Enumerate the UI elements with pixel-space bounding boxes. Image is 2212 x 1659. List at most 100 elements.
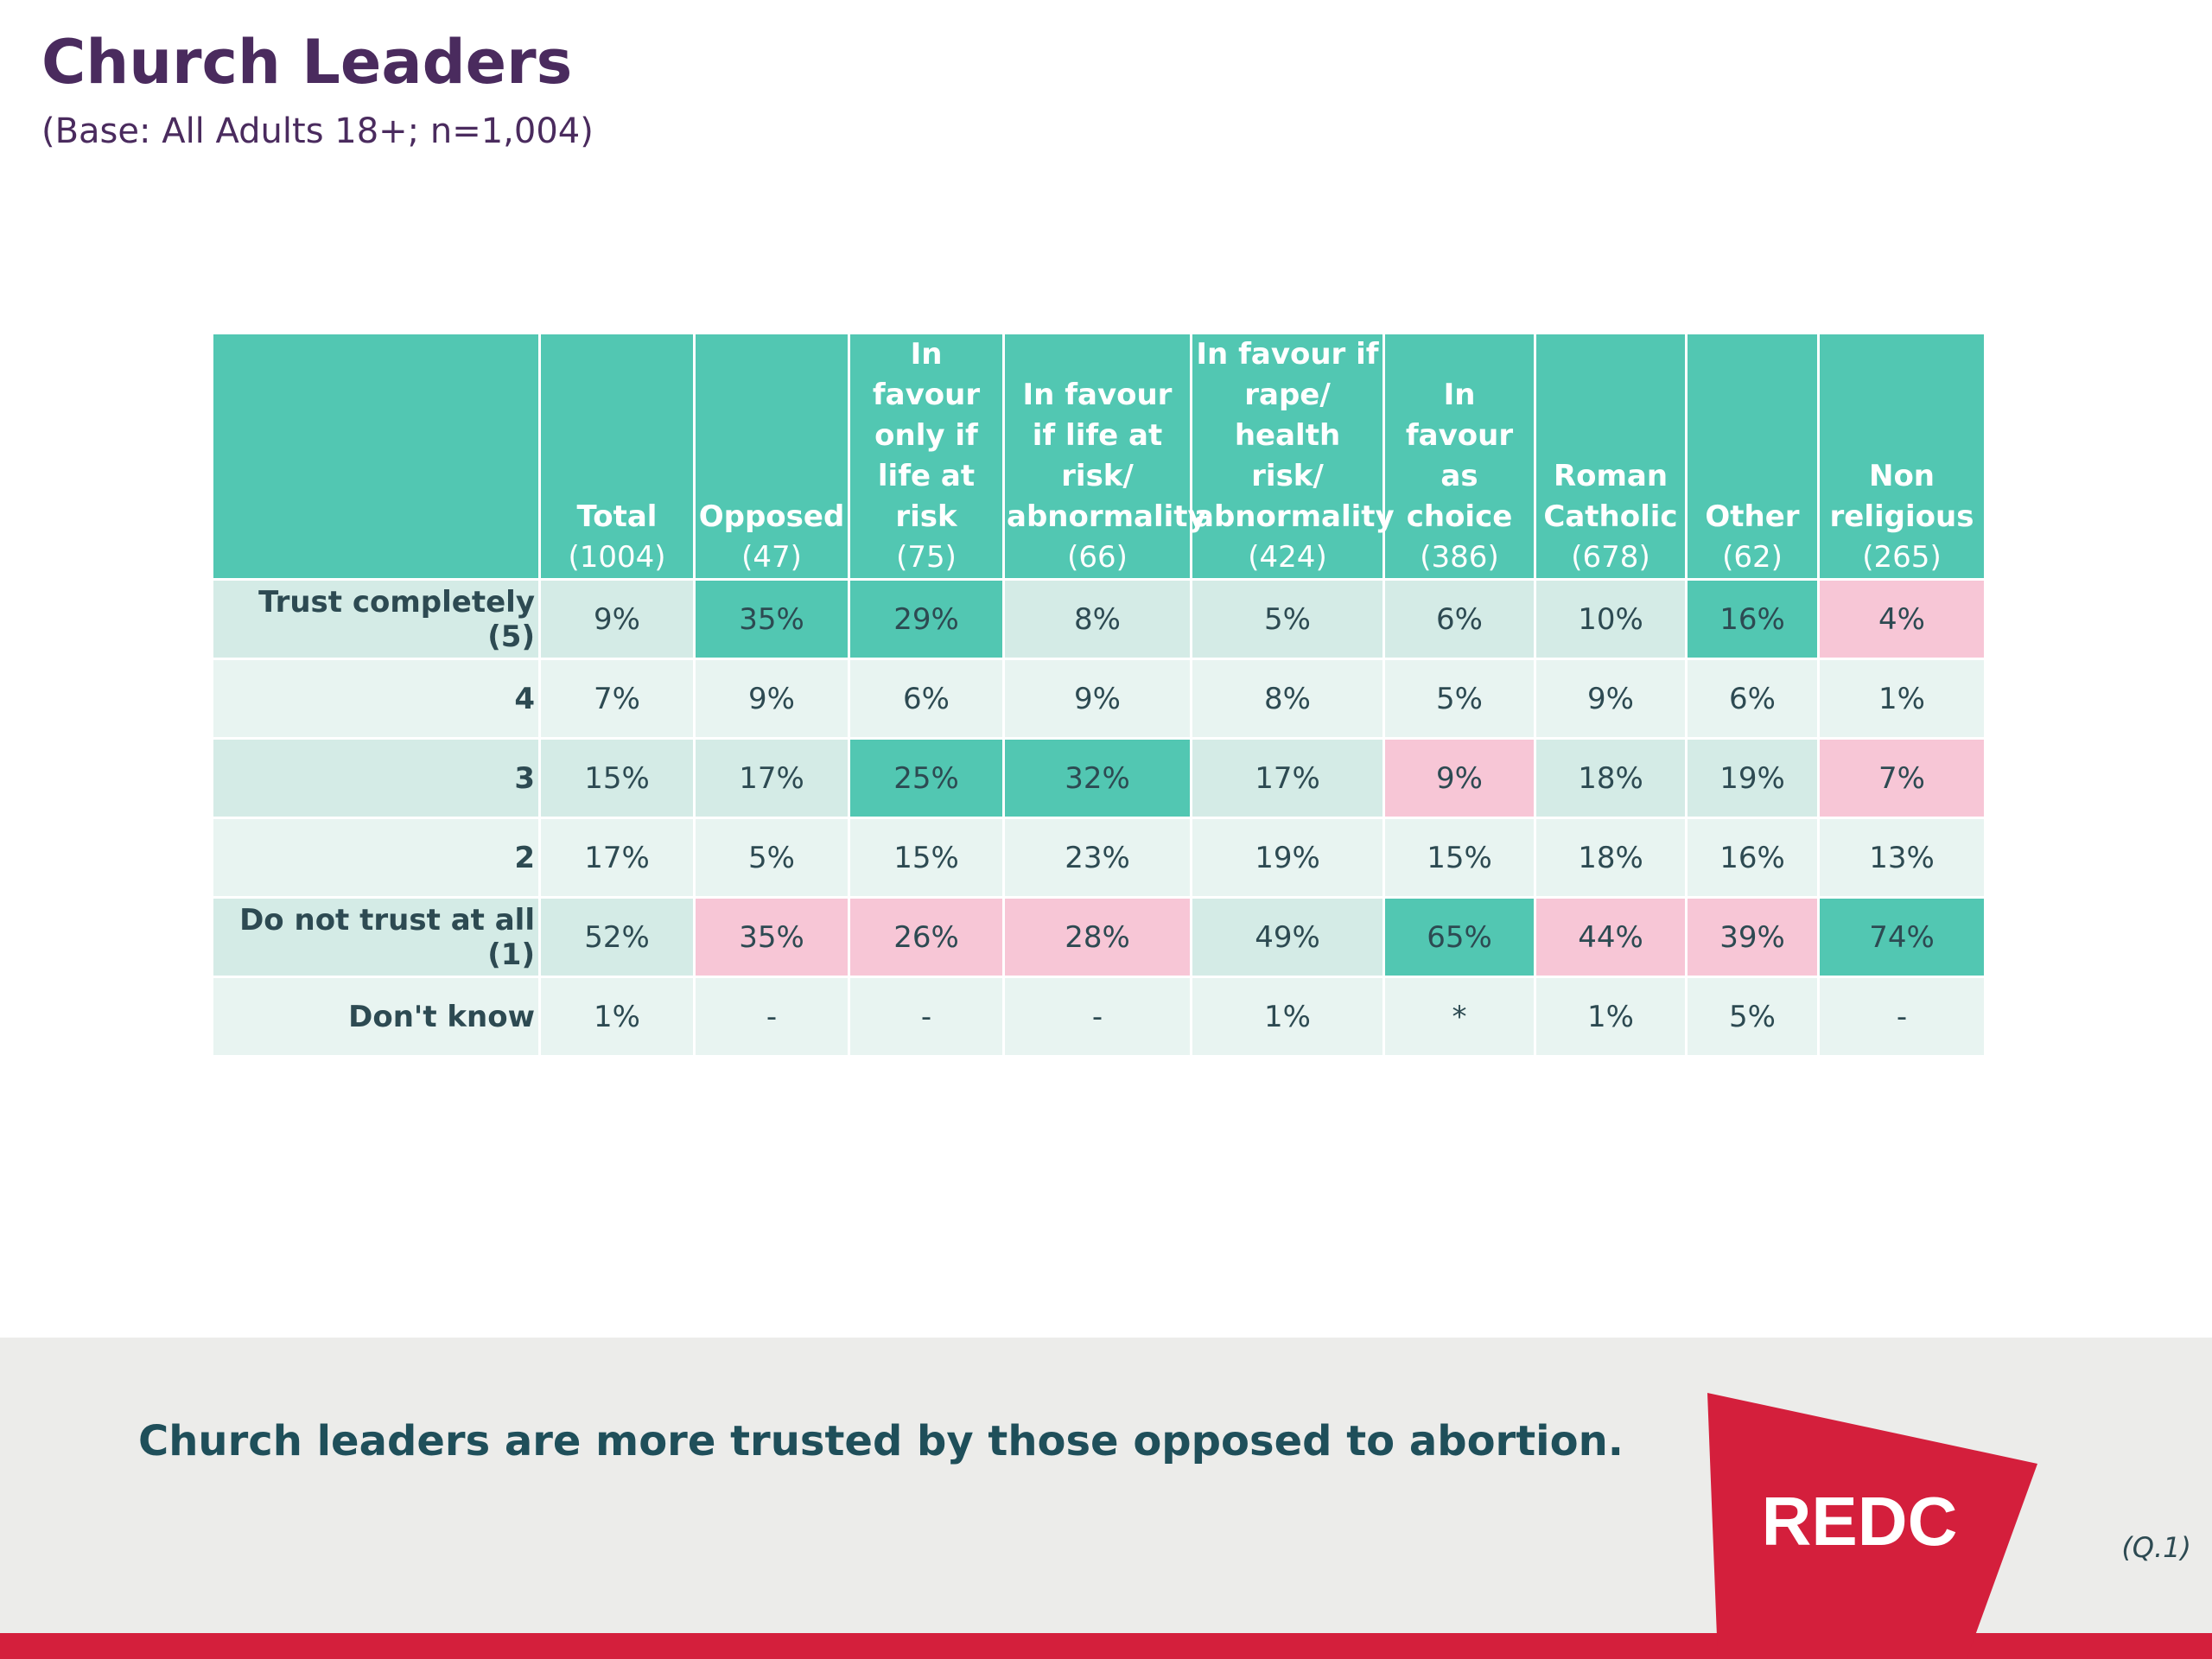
table-cell: 8%	[1005, 581, 1190, 658]
column-label: In favour if life at risk/ abnormality	[1007, 378, 1207, 534]
column-label: In favour as choice	[1405, 378, 1514, 534]
table-cell: 39%	[1688, 899, 1817, 976]
table-cell: 5%	[1688, 978, 1817, 1055]
table-cell: 6%	[1385, 581, 1534, 658]
table-cell: 9%	[541, 581, 693, 658]
column-label: Other	[1705, 499, 1800, 534]
row-label: 2	[213, 819, 538, 896]
table-cell: 17%	[541, 819, 693, 896]
header-row: Total (1004) Opposed (47) In favour only if …	[213, 334, 1984, 578]
page-subtitle: (Base: All Adults 18+; n=1,004)	[41, 111, 594, 151]
table-cell: 1%	[1820, 660, 1984, 737]
row-label: 4	[213, 660, 538, 737]
table-cell: 19%	[1192, 819, 1382, 896]
column-header: Other (62)	[1688, 334, 1817, 578]
table-cell: *	[1385, 978, 1534, 1055]
column-base: (62)	[1722, 540, 1783, 575]
header-corner	[213, 334, 538, 578]
table-row: Don't know 1% - - -1% * 1% 5% -	[213, 978, 1984, 1055]
table-row: Do not trust at all (1) 52% 35% 26% 28% 49% 65…	[213, 899, 1984, 976]
table-cell: 23%	[1005, 819, 1190, 896]
table-cell: 5%	[696, 819, 848, 896]
table-cell: 5%	[1385, 660, 1534, 737]
table-cell: 16%	[1688, 819, 1817, 896]
table-cell: 4%	[1820, 581, 1984, 658]
table-cell: 35%	[696, 581, 848, 658]
table-cell: 5%	[1192, 581, 1382, 658]
table-cell: 15%	[1385, 819, 1534, 896]
column-base: (424)	[1248, 540, 1327, 575]
column-label: Roman Catholic	[1543, 459, 1678, 534]
table-row: Trust completely (5) 9% 35% 29% 8% 5% 6% 10% 16%…	[213, 581, 1984, 658]
table-cell: 29%	[850, 581, 1002, 658]
column-header: In favour as choice (386)	[1385, 334, 1534, 578]
column-header: Total (1004)	[541, 334, 693, 578]
table-cell: 15%	[541, 740, 693, 817]
column-header: In favour if rape/ health risk/ abnormal…	[1192, 334, 1395, 578]
conclusion-text: Church leaders are more trusted by those…	[138, 1417, 1624, 1465]
table-cell: -	[1005, 978, 1190, 1055]
column-base: (678)	[1571, 540, 1650, 575]
column-base: (47)	[741, 540, 802, 575]
row-label: Don't know	[213, 978, 538, 1055]
column-header: Non religious (265)	[1820, 334, 1984, 578]
table-cell: 6%	[1688, 660, 1817, 737]
table-cell: -	[850, 978, 1002, 1055]
row-label: 3	[213, 740, 538, 817]
table-cell: 17%	[696, 740, 848, 817]
column-label: In favour if rape/ health risk/ abnormal…	[1194, 337, 1395, 534]
table-cell: 16%	[1688, 581, 1817, 658]
table-cell: 44%	[1536, 899, 1685, 976]
column-label: Total	[576, 499, 658, 534]
table-cell: 52%	[541, 899, 693, 976]
column-label: Opposed	[698, 499, 845, 534]
table-cell: 1%	[1192, 978, 1382, 1055]
logo-text: REDC	[1762, 1483, 1958, 1560]
column-label: In favour only if life at risk	[872, 337, 981, 534]
table-cell: 28%	[1005, 899, 1190, 976]
column-label: Non religious	[1829, 459, 1974, 534]
column-base: (66)	[1067, 540, 1128, 575]
table-cell: 9%	[1536, 660, 1685, 737]
crosstab-table: Total (1004) Opposed (47) In favour only if …	[211, 332, 1986, 1058]
page-title: Church Leaders	[41, 27, 573, 98]
table-cell: -	[1820, 978, 1984, 1055]
table-cell: 6%	[850, 660, 1002, 737]
table-cell: 74%	[1820, 899, 1984, 976]
table-cell: 49%	[1192, 899, 1382, 976]
column-base: (386)	[1420, 540, 1499, 575]
table-cell: 10%	[1536, 581, 1685, 658]
table-cell: 9%	[696, 660, 848, 737]
table-cell: 15%	[850, 819, 1002, 896]
table-cell: 32%	[1005, 740, 1190, 817]
table-cell: 7%	[541, 660, 693, 737]
table-cell: 1%	[1536, 978, 1685, 1055]
row-label: Trust completely (5)	[213, 581, 538, 658]
table-cell: 1%	[541, 978, 693, 1055]
table-cell: 9%	[1005, 660, 1190, 737]
table-cell: 25%	[850, 740, 1002, 817]
table-row: 2 17% 5% 15% 23% 19% 15% 18% 16% 13%	[213, 819, 1984, 896]
table-cell: 26%	[850, 899, 1002, 976]
table-cell: 8%	[1192, 660, 1382, 737]
column-base: (75)	[896, 540, 957, 575]
column-header: In favour only if life at risk (75)	[850, 334, 1002, 578]
redc-logo: REDC	[1707, 1393, 2037, 1659]
table-row: 3 15% 17% 25% 32% 17% 9% 18% 19% 7%	[213, 740, 1984, 817]
column-base: (1004)	[568, 540, 666, 575]
question-reference: (Q.1)	[2121, 1531, 2191, 1564]
row-label: Do not trust at all (1)	[213, 899, 538, 976]
column-header: In favour if life at risk/ abnormality (6…	[1005, 334, 1207, 578]
table-cell: 19%	[1688, 740, 1817, 817]
table-cell: -	[696, 978, 848, 1055]
table-cell: 13%	[1820, 819, 1984, 896]
table-cell: 9%	[1385, 740, 1534, 817]
table-row: 4 7% 9% 6% 9% 8% 5% 9% 6% 1%	[213, 660, 1984, 737]
table-cell: 18%	[1536, 819, 1685, 896]
column-header: Roman Catholic (678)	[1536, 334, 1685, 578]
column-base: (265)	[1862, 540, 1942, 575]
table-cell: 35%	[696, 899, 848, 976]
column-header: Opposed (47)	[696, 334, 848, 578]
table-cell: 7%	[1820, 740, 1984, 817]
table-cell: 65%	[1385, 899, 1534, 976]
